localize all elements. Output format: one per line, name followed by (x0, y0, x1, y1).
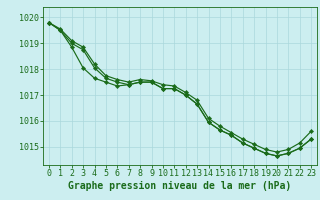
X-axis label: Graphe pression niveau de la mer (hPa): Graphe pression niveau de la mer (hPa) (68, 181, 292, 191)
